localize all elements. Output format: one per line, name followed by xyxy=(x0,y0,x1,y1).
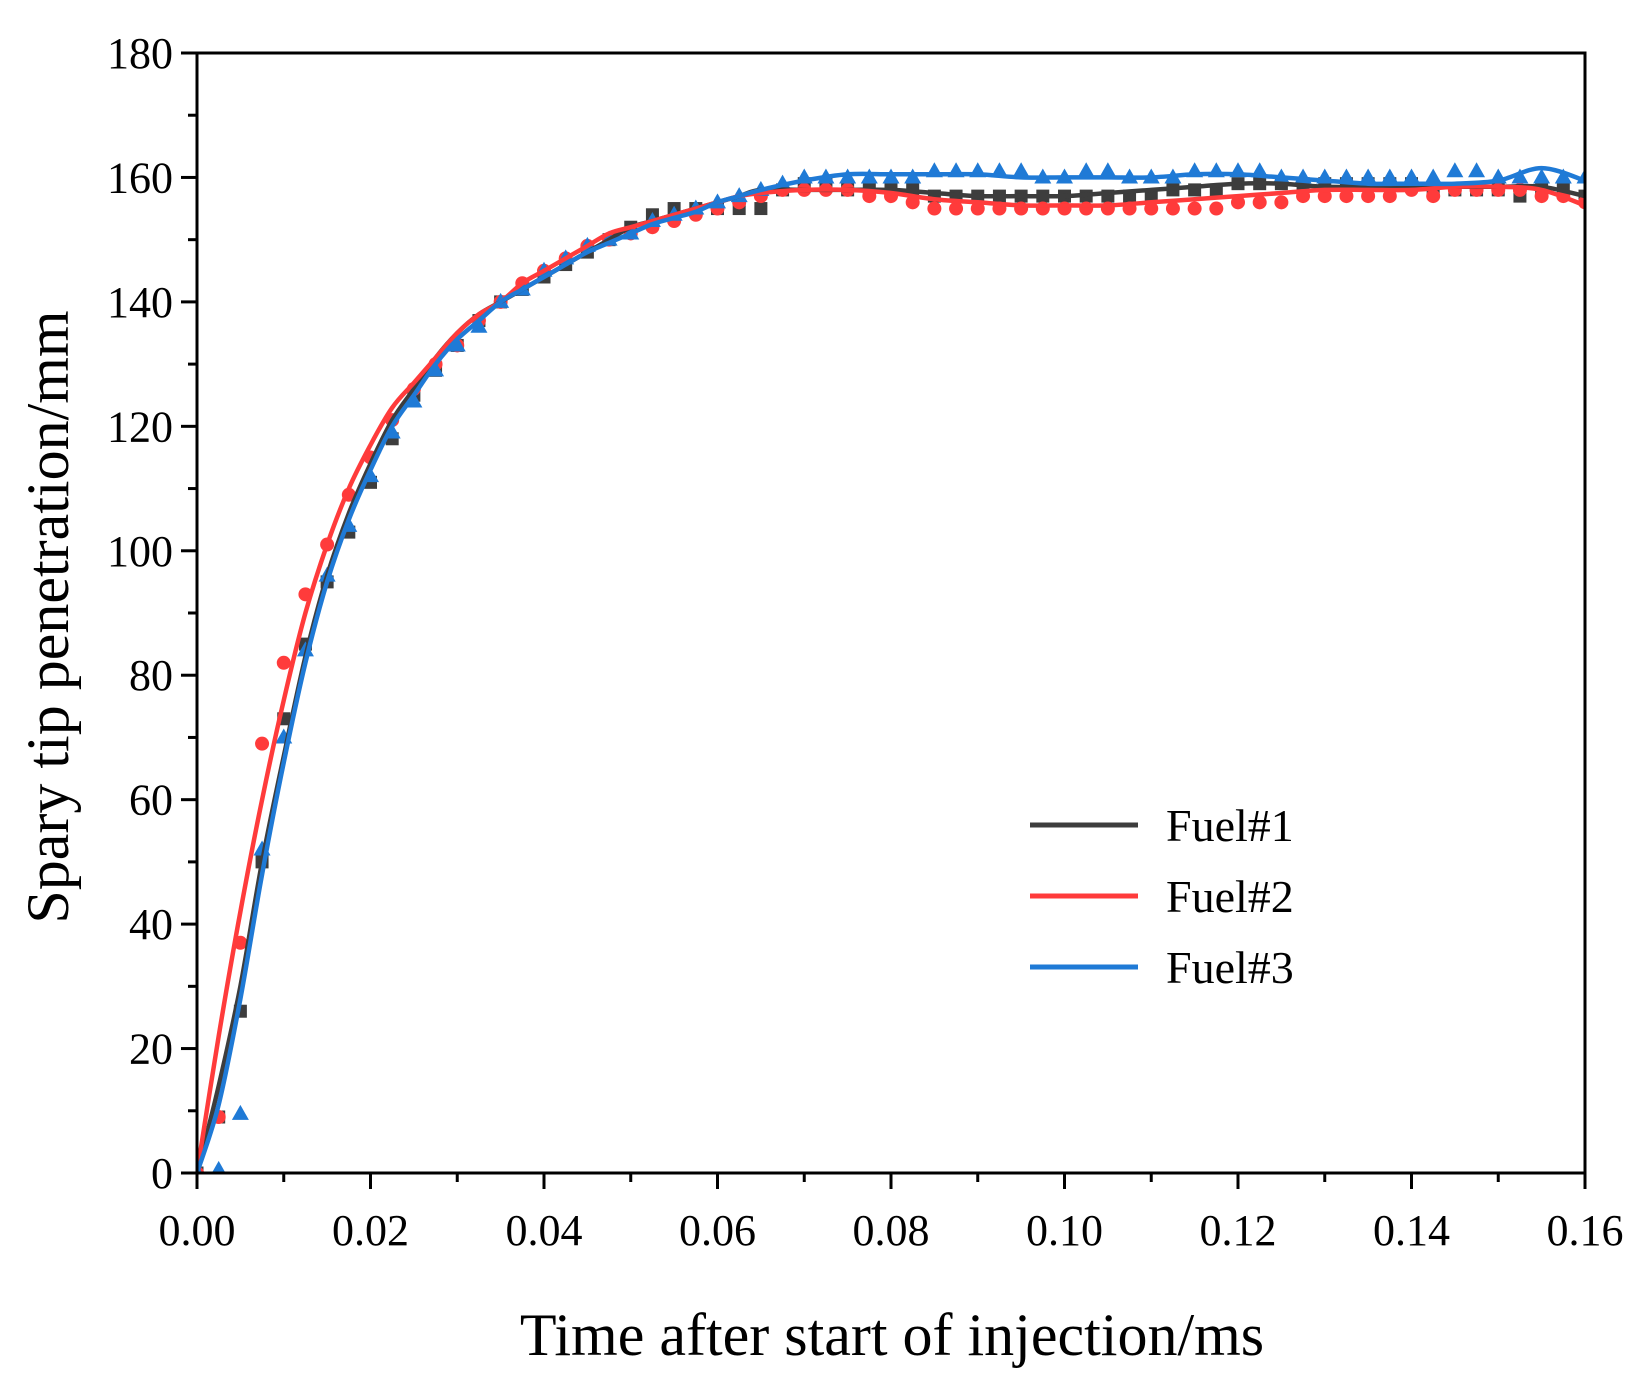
data-point xyxy=(1187,201,1202,216)
data-point xyxy=(231,1104,249,1120)
x-axis-title: Time after start of injection/ms xyxy=(520,1302,1264,1368)
x-tick-label: 0.06 xyxy=(679,1206,756,1255)
x-tick-label: 0.14 xyxy=(1373,1206,1450,1255)
legend-label-3: Fuel#3 xyxy=(1166,942,1294,993)
data-point xyxy=(1144,201,1159,216)
x-tick-label: 0.00 xyxy=(159,1206,236,1255)
data-point xyxy=(1337,168,1355,184)
y-tick-label: 80 xyxy=(129,651,173,700)
data-point xyxy=(1403,168,1420,184)
data-point xyxy=(1359,168,1377,184)
x-tick-label: 0.04 xyxy=(506,1206,583,1255)
y-tick-label: 20 xyxy=(129,1025,173,1074)
data-point xyxy=(754,202,768,216)
data-point xyxy=(1382,189,1397,204)
y-tick-label: 120 xyxy=(107,402,173,451)
data-point xyxy=(1209,201,1224,216)
data-point xyxy=(1446,162,1464,178)
data-point xyxy=(927,201,942,216)
data-point xyxy=(1231,195,1245,210)
y-tick-label: 40 xyxy=(129,900,173,949)
data-point xyxy=(1099,162,1117,178)
data-point xyxy=(1554,168,1572,184)
y-tick-label: 140 xyxy=(107,278,173,327)
data-point xyxy=(1339,189,1354,204)
data-point xyxy=(1012,162,1030,178)
data-point xyxy=(1274,195,1289,210)
legend-label-2: Fuel#2 xyxy=(1166,871,1294,922)
data-point xyxy=(970,201,985,216)
lines-layer xyxy=(197,165,1585,1173)
y-tick-label: 180 xyxy=(107,29,173,78)
x-tick-label: 0.10 xyxy=(1026,1206,1103,1255)
data-point xyxy=(1165,201,1180,216)
data-point xyxy=(448,336,466,352)
data-point xyxy=(1317,189,1332,204)
data-point xyxy=(1381,168,1399,184)
data-point xyxy=(1361,189,1376,204)
legend-label-1: Fuel#1 xyxy=(1166,800,1294,851)
ticks-layer: 0.00 0.02 0.04 0.06 0.08 0.10 0.12 0.14 0.16 0 20 4… xyxy=(107,29,1624,1255)
data-point xyxy=(470,317,488,333)
data-point xyxy=(1144,189,1158,203)
x-tick-label: 0.02 xyxy=(332,1206,409,1255)
y-axis-title: Spary tip penetration/mm xyxy=(15,310,81,923)
data-point xyxy=(276,655,291,670)
x-tick-label: 0.16 xyxy=(1547,1206,1624,1255)
y-tick-label: 0 xyxy=(151,1149,173,1198)
y-tick-label: 160 xyxy=(107,153,173,202)
legend: Fuel#1 Fuel#2 Fuel#3 xyxy=(1030,800,1294,993)
x-tick-label: 0.08 xyxy=(853,1206,930,1255)
y-tick-label: 100 xyxy=(107,527,173,576)
data-point xyxy=(1468,162,1486,178)
data-point xyxy=(1533,168,1551,184)
data-point xyxy=(211,1160,226,1173)
data-point xyxy=(1511,168,1529,184)
series-line-2 xyxy=(197,184,1585,1173)
x-tick-label: 0.12 xyxy=(1200,1206,1277,1255)
data-point xyxy=(949,201,964,216)
data-point xyxy=(1077,162,1095,178)
data-point xyxy=(1424,168,1442,184)
data-point xyxy=(255,736,270,751)
data-point xyxy=(1426,189,1441,204)
y-tick-label: 60 xyxy=(129,776,173,825)
series-line-3 xyxy=(197,165,1585,1173)
data-point xyxy=(1252,195,1267,210)
